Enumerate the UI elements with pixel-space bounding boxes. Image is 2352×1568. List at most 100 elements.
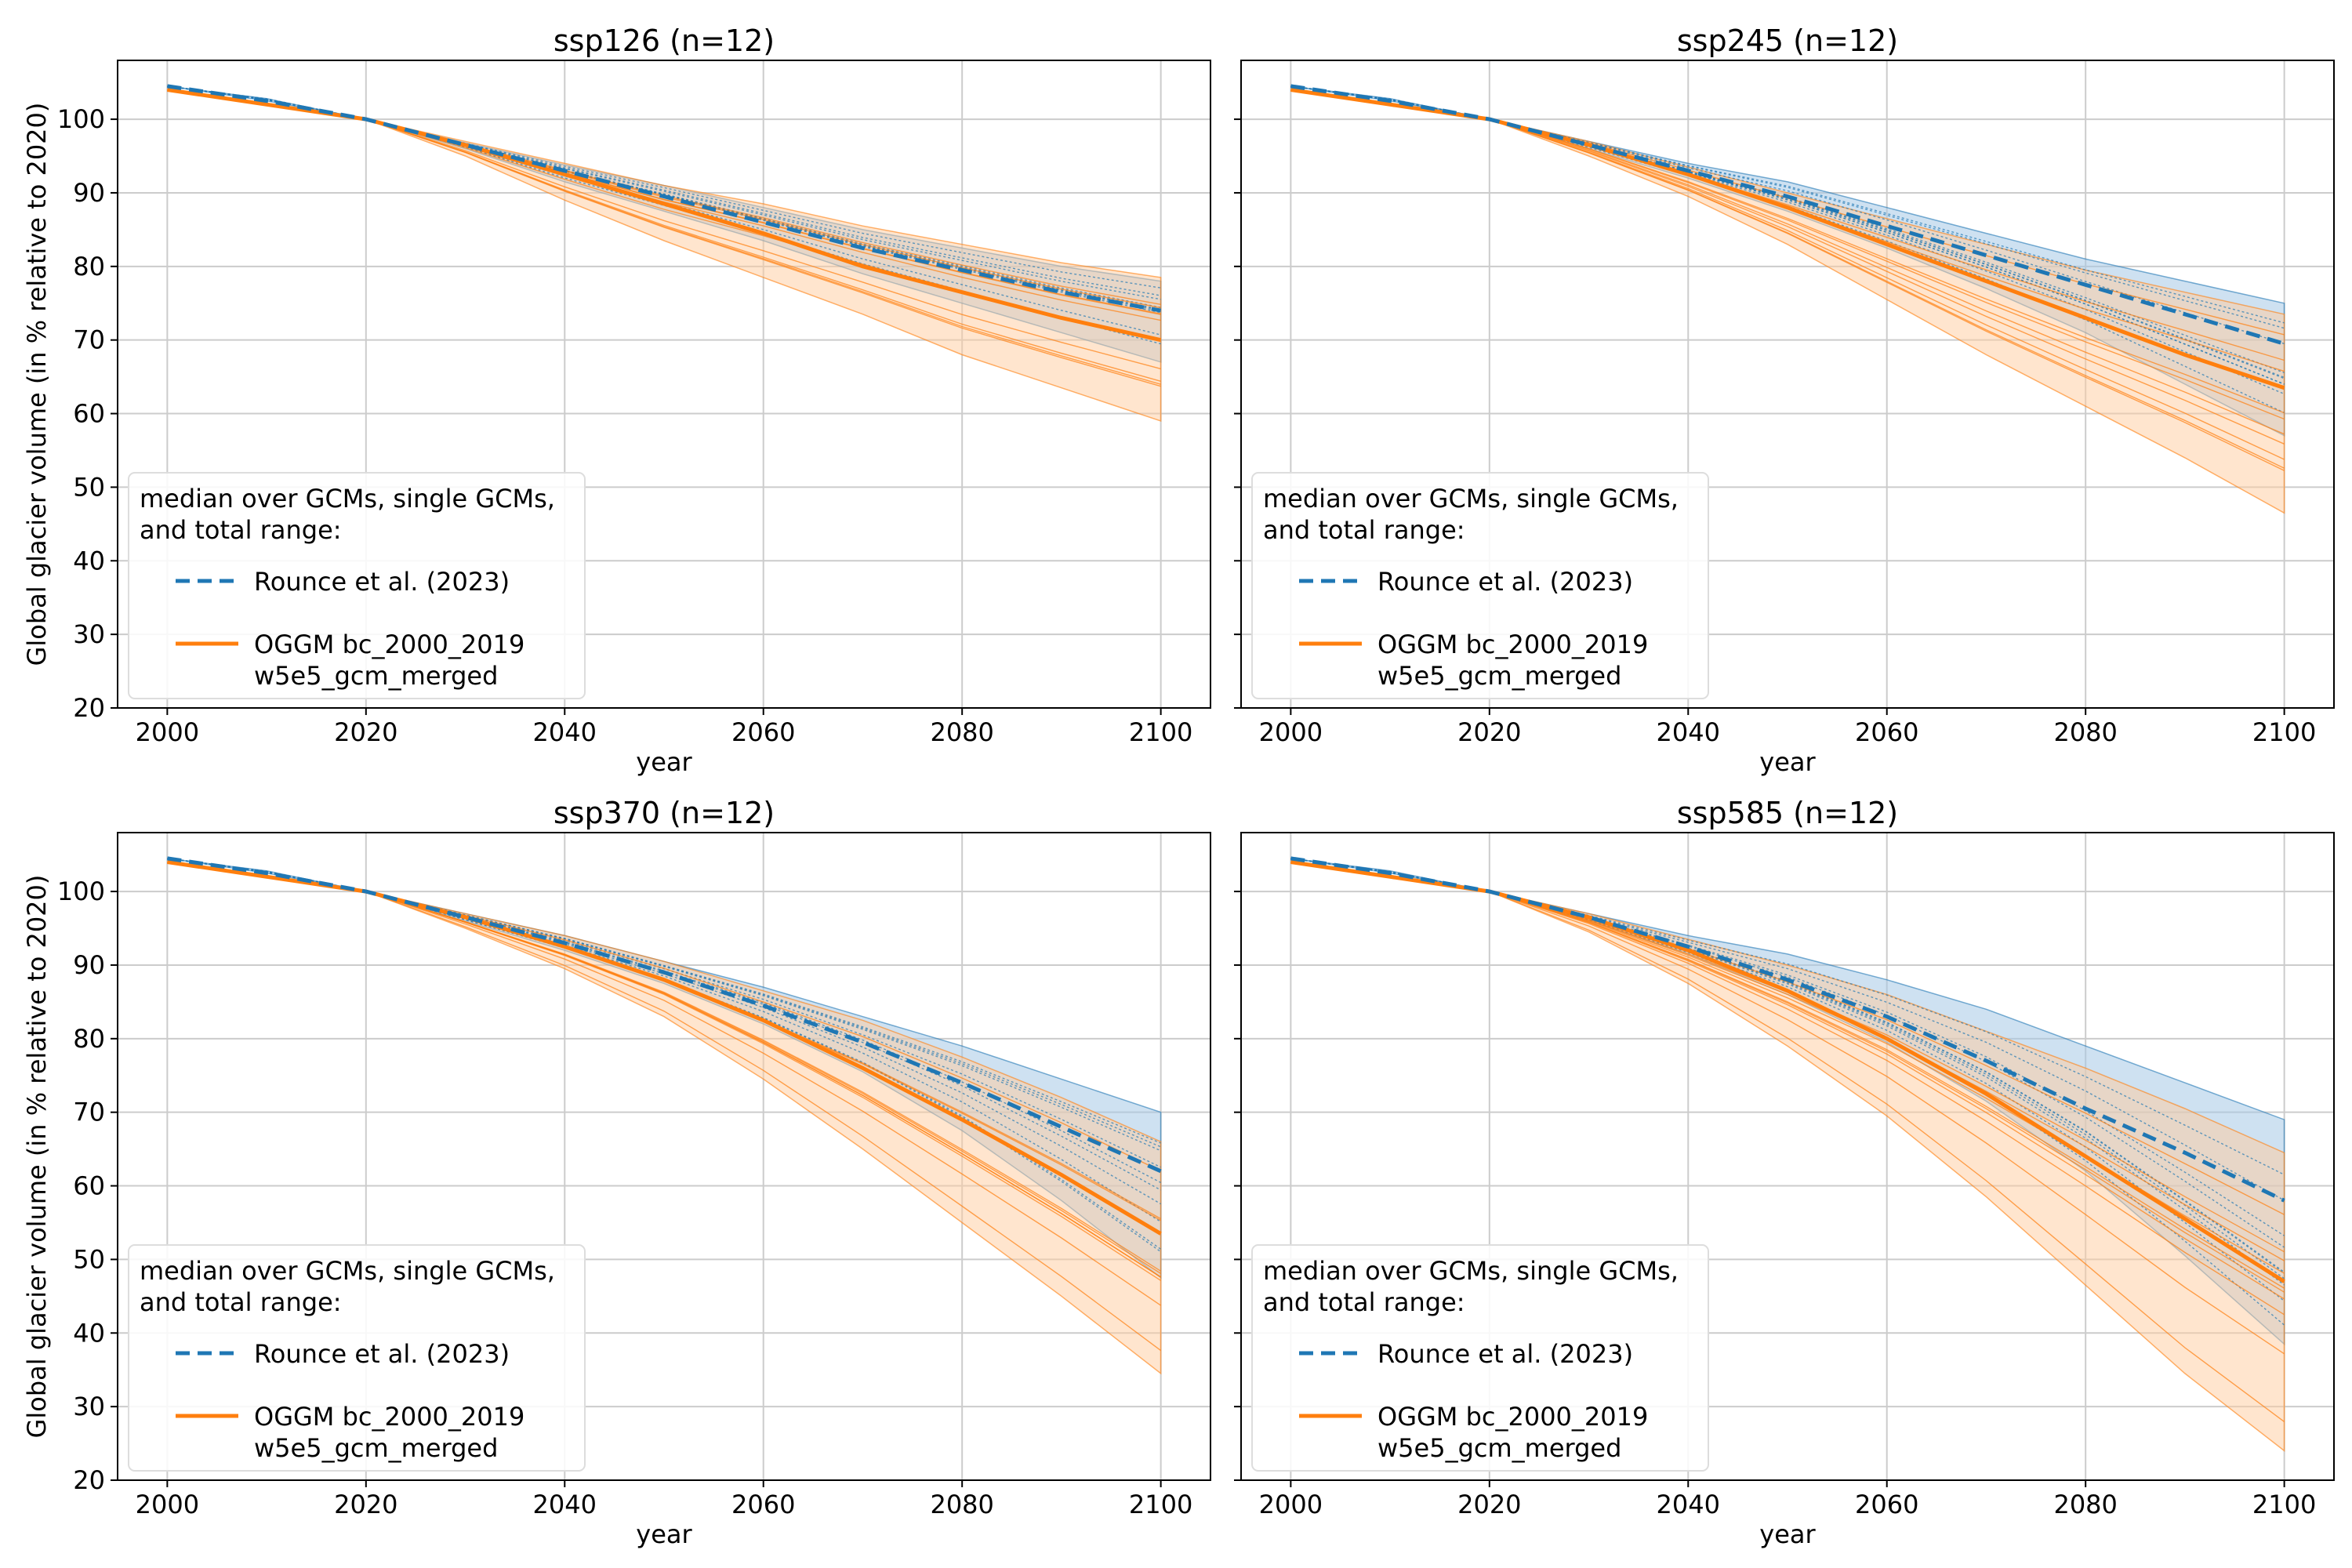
y-tick-label: 60 (73, 399, 105, 429)
x-tick-label: 2080 (2053, 1490, 2117, 1519)
x-axis-label: year (636, 1519, 692, 1549)
panel-2: 2000 2020 2040 2060 2080 2100 ssp245 (n=12) yea… (1234, 24, 2335, 777)
x-tick-label: 2100 (2252, 1490, 2316, 1519)
y-tick-label: 100 (57, 104, 105, 134)
y-tick-label: 90 (73, 178, 105, 208)
legend-label: OGGM bc_2000_2019 (1377, 630, 1648, 659)
legend-title: median over GCMs, single GCMs, (140, 484, 555, 514)
y-tick-label: 50 (73, 1244, 105, 1274)
single-gcm-line-rounce (1290, 85, 2285, 345)
x-axis-label: year (1759, 1519, 1816, 1549)
legend-title: median over GCMs, single GCMs, (140, 1256, 555, 1286)
panel-title: ssp245 (n=12) (1677, 24, 1898, 58)
x-tick-label: 2060 (1855, 1490, 1918, 1519)
x-tick-label: 2060 (731, 1490, 795, 1519)
single-gcm-line-rounce (1290, 858, 2285, 1248)
median-line-oggm (1290, 860, 2285, 1283)
panel-title: ssp126 (n=12) (554, 24, 775, 58)
x-tick-label: 2080 (930, 717, 993, 747)
y-tick-label: 100 (57, 877, 105, 906)
panel-title: ssp585 (n=12) (1677, 796, 1898, 830)
median-line-rounce (1290, 856, 2285, 1203)
legend-label: w5e5_gcm_merged (1377, 1433, 1621, 1463)
median-line-oggm (1290, 88, 2285, 390)
single-gcm-line-rounce (1290, 858, 2285, 1286)
x-tick-label: 2060 (1855, 717, 1918, 747)
legend-title: median over GCMs, single GCMs, (1263, 1256, 1679, 1286)
median-line-rounce (167, 856, 1162, 1174)
legend-label: Rounce et al. (2023) (254, 567, 510, 597)
legend: median over GCMs, single GCMs, and total… (128, 472, 586, 699)
median-line-rounce (167, 84, 1162, 313)
legend-box (128, 1244, 586, 1472)
legend-title: median over GCMs, single GCMs, (1263, 484, 1679, 514)
legend: median over GCMs, single GCMs, and total… (1251, 472, 1709, 699)
legend: median over GCMs, single GCMs, and total… (128, 1244, 586, 1472)
single-gcm-line-rounce (1290, 858, 2285, 1279)
axes-frame (1240, 832, 2335, 1481)
x-tick-label: 2040 (533, 717, 597, 747)
x-tick-label: 2000 (1259, 717, 1323, 747)
single-gcm-line-rounce (1290, 858, 2285, 1302)
y-axis-label: Global glacier volume (in % relative to … (22, 875, 52, 1439)
y-tick-label: 40 (73, 546, 105, 575)
x-tick-label: 2040 (1657, 1490, 1720, 1519)
median-line-oggm (167, 88, 1162, 343)
range-band-oggm (1290, 89, 2285, 514)
legend-label: w5e5_gcm_merged (1377, 661, 1621, 691)
panel-title: ssp370 (n=12) (554, 796, 775, 830)
median-line-oggm (167, 860, 1162, 1236)
axes-frame (117, 832, 1211, 1481)
x-tick-label: 2020 (1457, 1490, 1521, 1519)
x-tick-label: 2100 (1129, 1490, 1192, 1519)
range-band-oggm (167, 89, 1162, 422)
median-line-rounce (1290, 84, 2285, 346)
y-tick-label: 40 (73, 1318, 105, 1348)
legend-label: OGGM bc_2000_2019 (1377, 1402, 1648, 1432)
legend-title: and total range: (140, 515, 342, 545)
x-tick-label: 2100 (2252, 717, 2316, 747)
x-tick-label: 2100 (1129, 717, 1192, 747)
single-gcm-line-rounce (167, 85, 1161, 300)
x-tick-label: 2000 (136, 717, 199, 747)
y-tick-label: 80 (73, 1024, 105, 1054)
x-axis-label: year (636, 747, 692, 777)
legend-label: OGGM bc_2000_2019 (254, 630, 524, 659)
panel-1: 2000 2020 2040 2060 2080 2100 20 30 40 50 60 70 80 90… (22, 24, 1211, 777)
x-tick-label: 2040 (1657, 717, 1720, 747)
axes-frame (117, 60, 1211, 709)
panel-4: 2000 2020 2040 2060 2080 2100 ssp585 (n=12) yea… (1234, 796, 2335, 1549)
legend-title: and total range: (140, 1287, 342, 1317)
y-axis-label: Global glacier volume (in % relative to … (22, 103, 52, 666)
y-tick-label: 90 (73, 950, 105, 980)
single-gcm-line-rounce (167, 85, 1161, 308)
panel-3: 2000 2020 2040 2060 2080 2100 20 30 40 50 60 70 80 90… (22, 796, 1211, 1549)
y-tick-label: 20 (73, 1465, 105, 1495)
x-tick-label: 2080 (930, 1490, 993, 1519)
x-tick-label: 2020 (1457, 717, 1521, 747)
legend-box (1251, 472, 1709, 699)
legend: median over GCMs, single GCMs, and total… (1251, 1244, 1709, 1472)
legend-title: and total range: (1263, 515, 1465, 545)
x-axis-label: year (1759, 747, 1816, 777)
y-tick-label: 60 (73, 1171, 105, 1201)
x-tick-label: 2060 (731, 717, 795, 747)
single-gcm-line-rounce (167, 858, 1161, 1148)
legend-label: w5e5_gcm_merged (254, 661, 498, 691)
x-tick-label: 2020 (334, 717, 397, 747)
x-tick-label: 2000 (136, 1490, 199, 1519)
legend-title: and total range: (1263, 1287, 1465, 1317)
legend-box (1251, 1244, 1709, 1472)
x-tick-label: 2040 (533, 1490, 597, 1519)
y-tick-label: 70 (73, 1098, 105, 1127)
y-tick-label: 30 (73, 619, 105, 649)
single-gcm-line-rounce (1290, 85, 2285, 414)
single-gcm-line-rounce (1290, 85, 2285, 329)
single-gcm-line-rounce (167, 85, 1161, 296)
axes-frame (1240, 60, 2335, 709)
y-tick-label: 30 (73, 1392, 105, 1421)
legend-label: OGGM bc_2000_2019 (254, 1402, 524, 1432)
legend-label: Rounce et al. (2023) (1377, 567, 1633, 597)
single-gcm-line-rounce (1290, 85, 2285, 385)
